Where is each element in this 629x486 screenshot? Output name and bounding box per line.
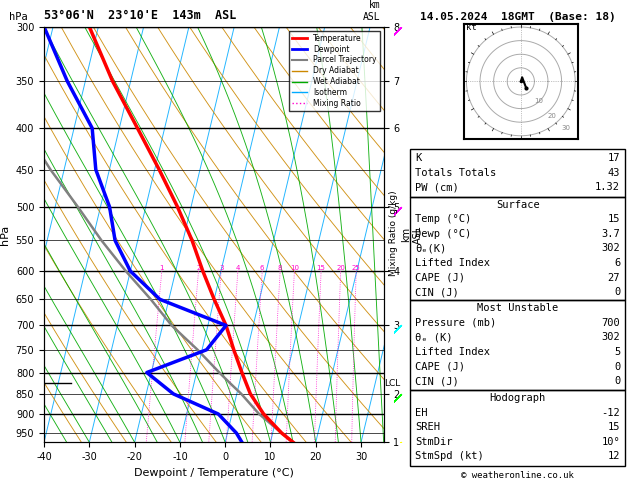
Text: 3: 3 — [219, 265, 223, 271]
Text: 0: 0 — [614, 376, 620, 386]
Text: 43: 43 — [608, 168, 620, 178]
Text: Lifted Index: Lifted Index — [415, 258, 490, 268]
Text: θₑ (K): θₑ (K) — [415, 332, 453, 343]
Text: © weatheronline.co.uk: © weatheronline.co.uk — [461, 471, 574, 480]
Text: CAPE (J): CAPE (J) — [415, 273, 465, 283]
Text: CIN (J): CIN (J) — [415, 287, 459, 297]
Text: kt: kt — [467, 23, 477, 32]
Text: 53°06'N  23°10'E  143m  ASL: 53°06'N 23°10'E 143m ASL — [44, 9, 237, 22]
Text: CIN (J): CIN (J) — [415, 376, 459, 386]
Text: 10°: 10° — [601, 437, 620, 447]
Y-axis label: km
ASL: km ASL — [401, 226, 423, 243]
Text: km
ASL: km ASL — [363, 0, 381, 22]
Text: 302: 302 — [601, 243, 620, 254]
Text: 0: 0 — [614, 287, 620, 297]
Text: 10: 10 — [535, 98, 543, 104]
Text: Mixing Ratio (g/kg): Mixing Ratio (g/kg) — [389, 191, 398, 276]
Text: 17: 17 — [608, 153, 620, 163]
Text: 2: 2 — [196, 265, 201, 271]
Text: hPa: hPa — [9, 12, 28, 22]
Text: -12: -12 — [601, 408, 620, 418]
Text: Dewp (°C): Dewp (°C) — [415, 229, 471, 239]
Text: 6: 6 — [260, 265, 264, 271]
Text: Most Unstable: Most Unstable — [477, 303, 559, 313]
Text: Hodograph: Hodograph — [489, 393, 546, 403]
Text: 3.7: 3.7 — [601, 229, 620, 239]
Text: 1: 1 — [160, 265, 164, 271]
Text: LCL: LCL — [384, 379, 400, 388]
Text: 27: 27 — [608, 273, 620, 283]
Text: 20: 20 — [337, 265, 345, 271]
X-axis label: Dewpoint / Temperature (°C): Dewpoint / Temperature (°C) — [134, 468, 294, 478]
Text: 0: 0 — [614, 362, 620, 372]
Text: 10: 10 — [290, 265, 299, 271]
Text: Lifted Index: Lifted Index — [415, 347, 490, 357]
Text: SREH: SREH — [415, 422, 440, 433]
Text: 302: 302 — [601, 332, 620, 343]
Text: 30: 30 — [562, 125, 571, 131]
Text: Totals Totals: Totals Totals — [415, 168, 496, 178]
Text: 8: 8 — [278, 265, 282, 271]
Legend: Temperature, Dewpoint, Parcel Trajectory, Dry Adiabat, Wet Adiabat, Isotherm, Mi: Temperature, Dewpoint, Parcel Trajectory… — [289, 31, 380, 111]
Text: Temp (°C): Temp (°C) — [415, 214, 471, 225]
Text: 15: 15 — [608, 214, 620, 225]
Text: 14.05.2024  18GMT  (Base: 18): 14.05.2024 18GMT (Base: 18) — [420, 12, 616, 22]
Text: 15: 15 — [316, 265, 326, 271]
Text: 6: 6 — [614, 258, 620, 268]
Text: 15: 15 — [608, 422, 620, 433]
Text: 25: 25 — [352, 265, 360, 271]
Text: StmDir: StmDir — [415, 437, 453, 447]
Text: 5: 5 — [614, 347, 620, 357]
Text: θₑ(K): θₑ(K) — [415, 243, 447, 254]
Text: 700: 700 — [601, 318, 620, 328]
Text: K: K — [415, 153, 421, 163]
Text: Surface: Surface — [496, 200, 540, 210]
Text: StmSpd (kt): StmSpd (kt) — [415, 451, 484, 462]
Text: PW (cm): PW (cm) — [415, 182, 459, 192]
Text: 12: 12 — [608, 451, 620, 462]
Y-axis label: hPa: hPa — [0, 225, 10, 244]
Text: EH: EH — [415, 408, 428, 418]
Text: 20: 20 — [548, 113, 557, 119]
Text: Pressure (mb): Pressure (mb) — [415, 318, 496, 328]
Text: 4: 4 — [236, 265, 240, 271]
Text: 1.32: 1.32 — [595, 182, 620, 192]
Text: CAPE (J): CAPE (J) — [415, 362, 465, 372]
